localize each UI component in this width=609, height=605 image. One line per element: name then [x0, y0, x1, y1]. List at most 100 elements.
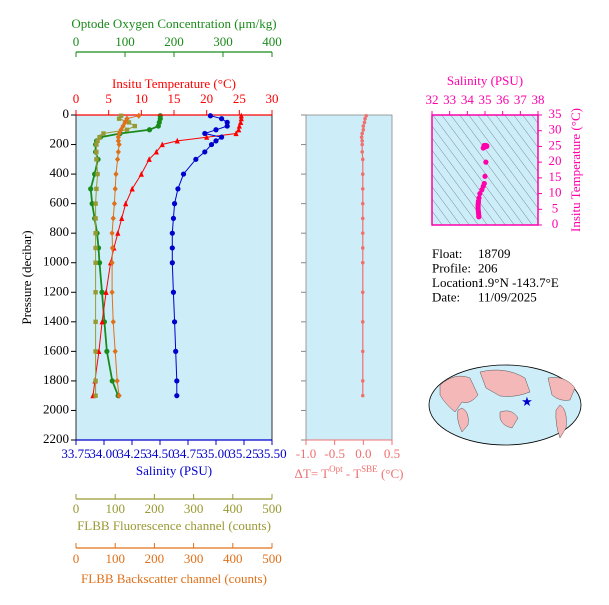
- x-tick-label: 0: [73, 551, 80, 566]
- data-point: [174, 393, 180, 399]
- data-point: [110, 318, 116, 325]
- data-point: [155, 123, 161, 129]
- data-point: [363, 116, 367, 121]
- density-contour: [468, 115, 538, 209]
- y-tick-label: 20: [549, 153, 562, 168]
- data-point: [109, 378, 115, 384]
- x-tick-label: 37: [514, 92, 528, 107]
- x-tick-label: 30: [266, 91, 279, 106]
- data-point: [93, 216, 98, 221]
- data-point: [103, 289, 109, 295]
- data-point: [159, 141, 165, 148]
- x-tick-label: 300: [184, 501, 204, 516]
- y-axis-title: Pressure (decibar): [19, 230, 34, 324]
- density-contour: [504, 115, 538, 161]
- density-contour: [432, 125, 506, 225]
- x-tick-label: 38: [532, 92, 545, 107]
- ts-point: [476, 214, 482, 220]
- data-point: [360, 379, 365, 383]
- x-tick-label: 100: [105, 551, 125, 566]
- density-contour: [432, 137, 497, 225]
- data-point: [173, 348, 179, 354]
- data-point: [93, 393, 98, 398]
- x-axis-title-part: - T: [343, 466, 362, 481]
- density-contour: [495, 115, 538, 173]
- x-tick-label: 400: [223, 551, 243, 566]
- x-axis-title: FLBB Backscatter channel (counts): [81, 571, 267, 586]
- x-axis-title: Insitu Temperature (°C): [112, 76, 236, 91]
- data-point: [360, 260, 365, 265]
- data-point: [213, 127, 219, 133]
- data-point: [113, 170, 119, 178]
- data-point: [219, 134, 225, 140]
- data-point: [96, 260, 103, 266]
- data-point: [202, 149, 208, 155]
- x-tick-label: 35: [479, 92, 492, 107]
- data-point: [360, 142, 364, 147]
- world-map: ★: [428, 364, 582, 446]
- data-point: [360, 349, 365, 354]
- data-point: [170, 289, 177, 295]
- data-point: [175, 186, 181, 192]
- data-point: [129, 185, 135, 192]
- x-tick-label: 36: [496, 92, 510, 107]
- x-axis-title: FLBB Fluorescence channel (counts): [77, 518, 271, 533]
- x-tick-label: 33.75: [61, 446, 90, 461]
- x-tick-label: 100: [105, 501, 125, 516]
- y-tick-label: 0: [63, 106, 70, 121]
- density-contour: [522, 115, 538, 136]
- y-tick-label: 1600: [43, 342, 69, 357]
- data-point: [171, 319, 178, 325]
- x-tick-label: 100: [115, 34, 135, 49]
- x-tick-label: 34: [461, 92, 475, 107]
- data-point: [109, 289, 115, 296]
- data-point: [153, 148, 159, 155]
- y-tick-label: 2000: [43, 401, 69, 416]
- data-point: [360, 172, 365, 176]
- data-point: [122, 119, 128, 126]
- x-tick-label: 10: [135, 91, 148, 106]
- data-point: [138, 170, 144, 177]
- x-tick-label: 32: [426, 92, 439, 107]
- y-tick-label: 1800: [43, 372, 69, 387]
- data-point: [119, 215, 125, 222]
- x-tick-label: 34.00: [89, 446, 118, 461]
- data-point: [136, 112, 142, 119]
- y-tick-label: 35: [549, 106, 562, 121]
- x-tick-label: 35.00: [201, 446, 230, 461]
- data-point: [95, 138, 100, 144]
- data-point: [360, 290, 365, 295]
- ts-point: [477, 190, 483, 197]
- y-tick-label: 0: [552, 216, 559, 231]
- info-value: 18709: [478, 246, 511, 261]
- x-axis-title-part: ΔT= T: [295, 466, 330, 481]
- x-axis-title: ΔT= TOpt - TSBE (°C): [295, 464, 404, 481]
- data-point: [111, 200, 118, 207]
- data-point: [93, 245, 98, 251]
- data-point: [360, 201, 365, 206]
- data-point: [362, 120, 367, 125]
- data-point: [95, 171, 100, 177]
- data-point: [93, 201, 98, 206]
- x-tick-label: 0: [73, 34, 80, 49]
- float-position-star: ★: [521, 394, 533, 409]
- data-point: [361, 127, 366, 132]
- data-point: [112, 185, 118, 192]
- data-point: [169, 230, 175, 236]
- data-point: [360, 246, 365, 250]
- data-point: [238, 112, 244, 119]
- data-point: [104, 348, 110, 354]
- y-tick-label: 600: [50, 195, 70, 210]
- plot-area: [75, 114, 273, 441]
- x-axis-title: Salinity (PSU): [136, 463, 212, 478]
- x-axis-title-part: (°C): [378, 466, 404, 481]
- y-tick-label: 2200: [43, 431, 69, 446]
- x-axis-title-part: SBE: [361, 464, 378, 474]
- data-point: [116, 116, 122, 121]
- x-tick-label: 400: [223, 501, 243, 516]
- ts-plot-area: [432, 115, 538, 225]
- data-point: [360, 320, 365, 324]
- data-point: [93, 349, 98, 354]
- density-contour: [513, 115, 538, 148]
- y-tick-label: 5: [552, 200, 559, 215]
